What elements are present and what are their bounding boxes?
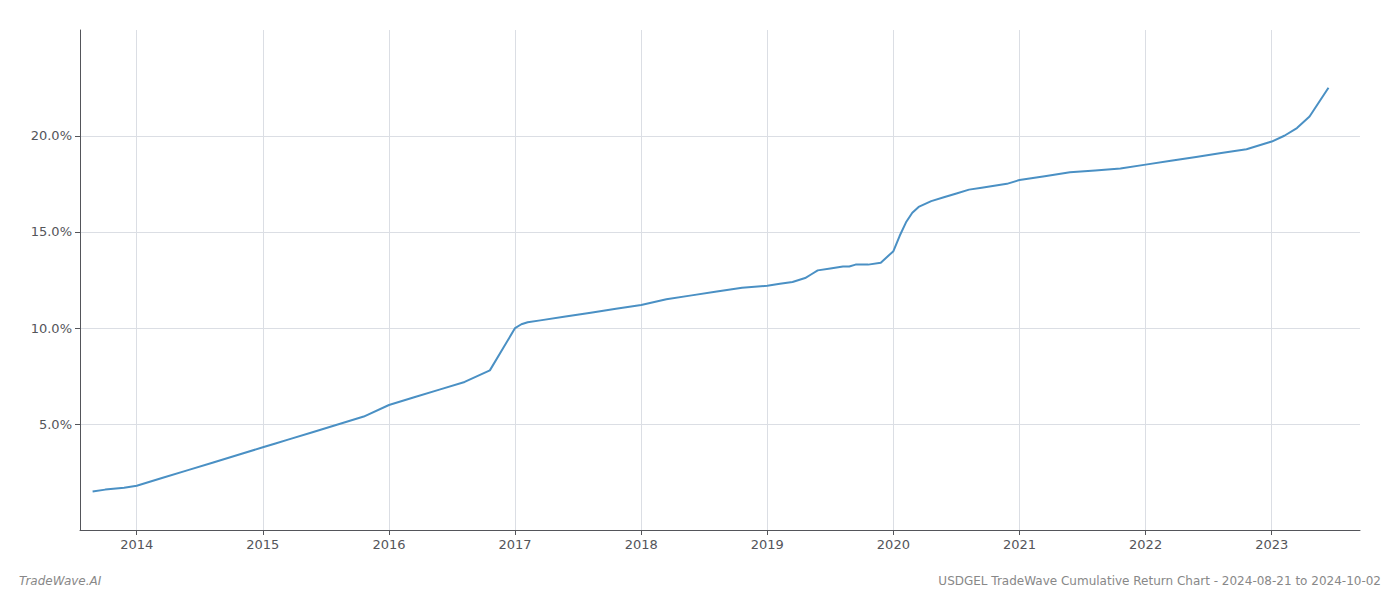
svg-text:2016: 2016	[372, 537, 405, 552]
svg-text:20.0%: 20.0%	[31, 128, 72, 143]
svg-text:2020: 2020	[877, 537, 910, 552]
svg-text:2022: 2022	[1129, 537, 1162, 552]
svg-text:2015: 2015	[246, 537, 279, 552]
svg-text:USDGEL TradeWave Cumulative Re: USDGEL TradeWave Cumulative Return Chart…	[938, 574, 1381, 588]
svg-text:5.0%: 5.0%	[39, 417, 72, 432]
svg-text:2019: 2019	[751, 537, 784, 552]
svg-text:15.0%: 15.0%	[31, 224, 72, 239]
svg-text:2014: 2014	[120, 537, 153, 552]
svg-text:10.0%: 10.0%	[31, 321, 72, 336]
svg-text:2021: 2021	[1003, 537, 1036, 552]
svg-text:TradeWave.AI: TradeWave.AI	[19, 574, 102, 588]
svg-text:2017: 2017	[499, 537, 532, 552]
svg-text:2018: 2018	[625, 537, 658, 552]
svg-text:2023: 2023	[1255, 537, 1288, 552]
